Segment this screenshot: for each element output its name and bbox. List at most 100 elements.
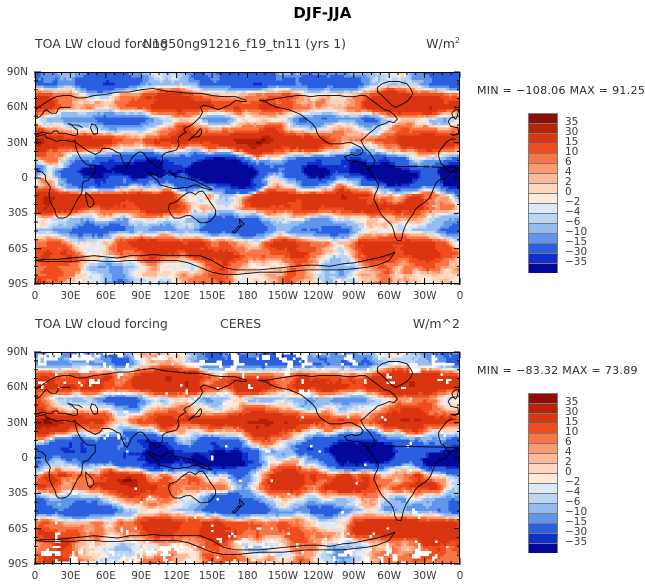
- colorbar-swatch: [528, 543, 558, 554]
- panel-model-units-text: W/m: [426, 36, 455, 52]
- x-tick-label: 0: [456, 570, 464, 582]
- colorbar-swatch: [528, 453, 558, 464]
- colorbar-swatch: [528, 513, 558, 524]
- map-field-obs: [35, 352, 460, 564]
- colorbar-tick-label: 30: [565, 126, 579, 138]
- field-band: [35, 85, 460, 284]
- colorbar-swatch: [528, 133, 558, 144]
- x-tick-label: 120W: [303, 570, 334, 582]
- colorbar-tick-label: −2: [565, 476, 581, 488]
- x-tick-label: 90E: [131, 290, 152, 302]
- x-tick-label: 60W: [377, 290, 402, 302]
- field-band: [142, 439, 460, 469]
- colorbar-swatch: [528, 253, 558, 264]
- colorbar-tick-label: −30: [565, 526, 588, 538]
- colorbar-swatch: [528, 113, 558, 124]
- colorbar-swatches: [528, 393, 558, 554]
- x-tick-label: 0: [31, 570, 39, 582]
- colorbar-tick-label: 4: [565, 166, 572, 178]
- field-band: [35, 365, 460, 564]
- colorbar-swatch: [528, 203, 558, 214]
- x-tick-label: 30W: [412, 290, 437, 302]
- colorbar-tick-label: −10: [565, 506, 588, 518]
- y-tick-label: 30S: [7, 487, 28, 500]
- colorbar-swatch: [528, 123, 558, 134]
- colorbar-swatch: [528, 423, 558, 434]
- colorbar-swatch: [528, 463, 558, 474]
- colorbar-swatch: [528, 143, 558, 154]
- colorbar-swatch: [528, 533, 558, 544]
- x-tick-label: 120E: [163, 570, 190, 582]
- colorbar-tick-label: 2: [565, 176, 572, 188]
- colorbar-tick-label: −30: [565, 246, 588, 258]
- field-band: [35, 87, 460, 284]
- y-tick-label: 60S: [7, 242, 28, 255]
- colorbar-swatches: [528, 113, 558, 274]
- colorbar-tick-label: 30: [565, 406, 579, 418]
- x-tick-label: 90W: [341, 570, 366, 582]
- field-band: [80, 156, 460, 189]
- minmax-model: MIN = −108.06 MAX = 91.25: [477, 84, 645, 97]
- x-tick-label: 90W: [341, 290, 366, 302]
- colorbar-tick-label: 35: [565, 396, 579, 408]
- panel-model-header-left: TOA LW cloud forcing: [35, 36, 168, 51]
- y-tick-label: 90N: [6, 66, 28, 78]
- colorbar-swatch: [528, 393, 558, 404]
- field-band: [60, 439, 460, 469]
- colorbar-tick-label: −2: [565, 196, 581, 208]
- colorbar-tick-label: 6: [565, 436, 572, 448]
- panel-obs: TOA LW cloud forcing CERES W/m^2: [35, 316, 460, 584]
- panel-model-header-center: N1850ng91216_f19_tn11 (yrs 1): [143, 36, 347, 51]
- colorbar-swatch: [528, 483, 558, 494]
- colorbar-swatch: [528, 433, 558, 444]
- map-field-model: [35, 72, 460, 284]
- y-tick-label: 0: [21, 452, 28, 464]
- colorbar-swatch: [528, 193, 558, 204]
- x-tick-label: 0: [456, 290, 464, 302]
- x-tick-label: 60E: [95, 290, 116, 302]
- colorbar-model: [528, 113, 558, 274]
- colorbar-tick-label: 0: [565, 466, 572, 478]
- colorbar-tick-label: −15: [565, 236, 588, 248]
- colorbar-tick-label: 2: [565, 456, 572, 468]
- x-tick-label: 150W: [267, 290, 299, 302]
- y-tick-label: 30N: [6, 136, 28, 149]
- y-tick-label: 90S: [7, 558, 28, 570]
- map-model[interactable]: [35, 72, 460, 284]
- colorbar-swatch: [528, 523, 558, 534]
- colorbar-tick-label: −10: [565, 226, 588, 238]
- colorbar-swatch: [528, 233, 558, 244]
- colorbar-obs: [528, 393, 558, 554]
- colorbar-swatch: [528, 403, 558, 414]
- field-band: [35, 72, 460, 284]
- figure-title: DJF-JJA: [293, 4, 352, 22]
- x-tick-label: 30E: [60, 290, 81, 302]
- colorbar-swatch: [528, 163, 558, 174]
- colorbar-tick-label: −4: [565, 486, 581, 498]
- colorbar-tick-label: −15: [565, 516, 588, 528]
- colorbar-tick-label: −4: [565, 206, 581, 218]
- x-tick-label: 30E: [60, 570, 81, 582]
- colorbar-tick-label: 0: [565, 186, 572, 198]
- colorbar-tick-label: 10: [565, 146, 579, 158]
- x-tick-label: 30W: [412, 570, 437, 582]
- map-obs[interactable]: [35, 352, 460, 564]
- colorbar-tick-label: −35: [565, 536, 588, 548]
- colorbar-swatch: [528, 503, 558, 514]
- field-band: [77, 79, 460, 189]
- colorbar-tick-label: −6: [565, 496, 581, 508]
- colorbar-tick-label: 6: [565, 156, 572, 168]
- x-tick-label: 90E: [131, 570, 152, 582]
- y-tick-label: 60S: [7, 522, 28, 535]
- y-tick-label: 90S: [7, 278, 28, 290]
- coastlines: [35, 360, 460, 556]
- colorbar-tick-label: 15: [565, 136, 579, 148]
- colorbar-swatch: [528, 213, 558, 224]
- colorbar-swatch: [528, 173, 558, 184]
- x-tick-label: 150E: [198, 290, 226, 302]
- panel-obs-header-units: W/m^2: [412, 316, 460, 331]
- x-tick-label: 60W: [377, 570, 402, 582]
- x-tick-label: 180: [237, 570, 258, 582]
- coastlines: [35, 80, 460, 276]
